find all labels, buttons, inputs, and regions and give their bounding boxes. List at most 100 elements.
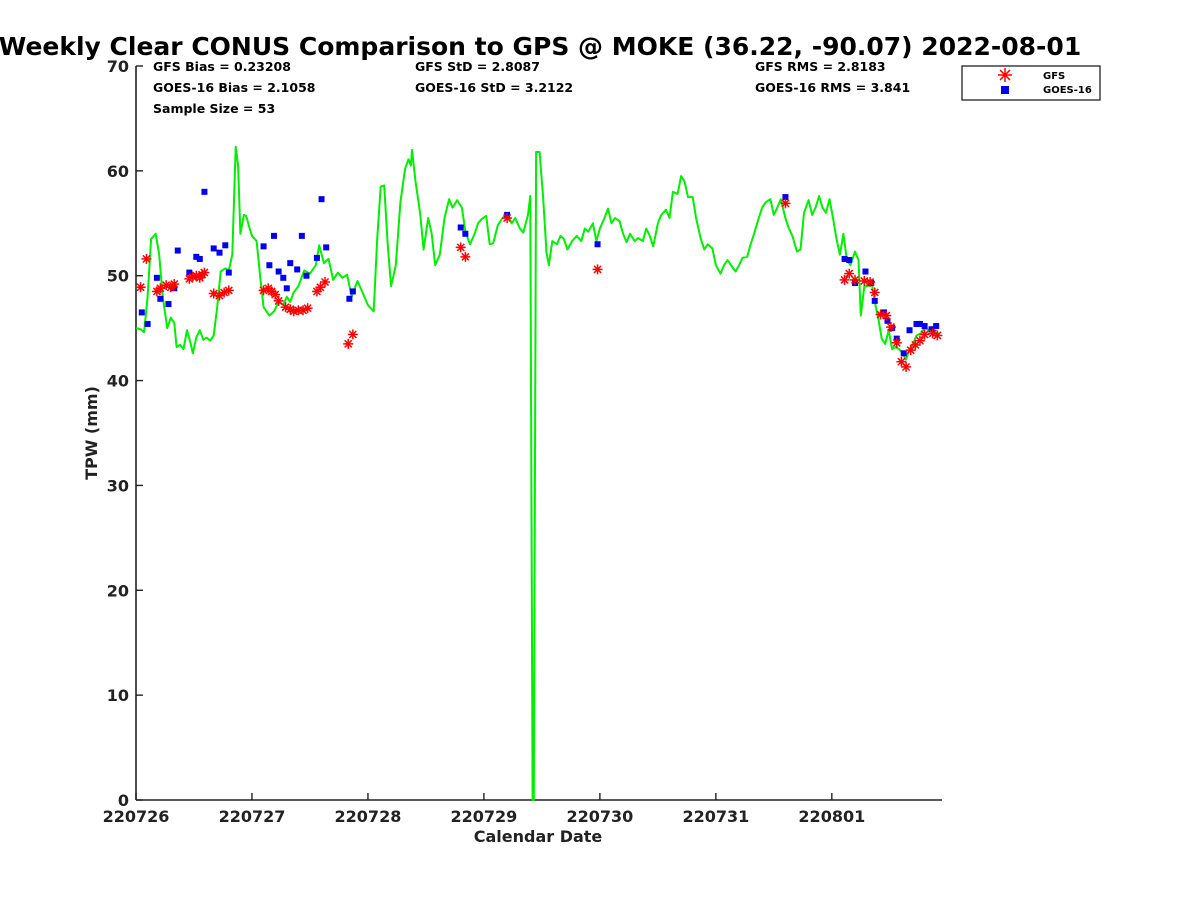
goes-point bbox=[294, 266, 301, 273]
goes-point bbox=[318, 196, 325, 203]
goes-point bbox=[186, 269, 193, 276]
gfs-point bbox=[885, 322, 896, 333]
gfs-point bbox=[780, 198, 791, 209]
goes-point bbox=[201, 188, 208, 195]
goes-point bbox=[871, 297, 878, 304]
gfs-std-label: GFS StD = 2.8087 bbox=[415, 59, 540, 74]
gps-series-line bbox=[135, 145, 939, 801]
x-tick-label: 220729 bbox=[451, 807, 518, 826]
gfs-point bbox=[199, 267, 210, 278]
goes-point bbox=[271, 232, 278, 239]
legend-box bbox=[961, 65, 1101, 101]
x-tick-label: 220801 bbox=[798, 807, 865, 826]
gfs-point bbox=[502, 213, 513, 224]
gfs-point bbox=[155, 283, 166, 294]
goes-point bbox=[298, 232, 305, 239]
legend-goes-marker bbox=[1001, 86, 1009, 94]
gfs-point bbox=[932, 330, 943, 341]
gfs-point bbox=[881, 310, 892, 321]
goes-point bbox=[222, 242, 229, 249]
goes-point bbox=[349, 288, 356, 295]
goes-point bbox=[260, 243, 267, 250]
axes bbox=[135, 66, 942, 801]
goes-point bbox=[346, 295, 353, 302]
chart-title: Weekly Clear CONUS Comparison to GPS @ M… bbox=[0, 32, 1081, 61]
goes-point bbox=[862, 268, 869, 275]
goes-point bbox=[916, 320, 923, 327]
goes-point bbox=[457, 224, 464, 231]
gfs-point bbox=[223, 285, 234, 296]
gfs-point bbox=[460, 251, 471, 262]
goes-point bbox=[196, 255, 203, 262]
goes-point bbox=[266, 262, 273, 269]
gfs-point bbox=[135, 282, 146, 293]
x-tick-label: 220731 bbox=[682, 807, 749, 826]
y-tick-label: 10 bbox=[107, 686, 129, 705]
goes-rms-label: GOES-16 RMS = 3.841 bbox=[755, 80, 910, 95]
gfs-bias-label: GFS Bias = 0.23208 bbox=[153, 59, 291, 74]
goes-point bbox=[913, 320, 920, 327]
goes-point bbox=[275, 268, 282, 275]
gfs-point bbox=[141, 253, 152, 264]
y-tick-label: 70 bbox=[107, 57, 129, 76]
y-tick-label: 0 bbox=[118, 791, 129, 810]
goes-point bbox=[287, 260, 294, 267]
sample-size-label: Sample Size = 53 bbox=[153, 101, 275, 116]
goes-point bbox=[841, 255, 848, 262]
gfs-point bbox=[273, 295, 284, 306]
x-tick-label: 220730 bbox=[566, 807, 633, 826]
gfs-point bbox=[869, 287, 880, 298]
plot-area bbox=[135, 145, 943, 801]
goes-point bbox=[225, 269, 232, 276]
x-tick-label: 220727 bbox=[219, 807, 286, 826]
gfs-point bbox=[844, 268, 855, 279]
gfs-point bbox=[865, 277, 876, 288]
x-tick-label: 220728 bbox=[335, 807, 402, 826]
gfs-point bbox=[302, 303, 313, 314]
legend-gfs-label: GFS bbox=[1043, 71, 1065, 82]
gfs-point bbox=[850, 274, 861, 285]
x-ticks: 220726 220727 220728 220729 220730 220731 2208… bbox=[103, 793, 865, 826]
y-tick-label: 20 bbox=[107, 581, 129, 600]
y-ticks: 0 10 20 30 40 50 60 70 bbox=[107, 57, 143, 810]
goes-point bbox=[193, 253, 200, 260]
goes-point bbox=[921, 323, 928, 330]
goes-point bbox=[280, 274, 287, 281]
goes-std-label: GOES-16 StD = 3.2122 bbox=[415, 80, 573, 95]
goes-point bbox=[165, 301, 172, 308]
goes-bias-label: GOES-16 Bias = 2.1058 bbox=[153, 80, 315, 95]
goes-point bbox=[594, 241, 601, 248]
goes-point bbox=[174, 247, 181, 254]
legend-gfs-asterisk bbox=[998, 68, 1012, 82]
goes-point bbox=[928, 326, 935, 333]
goes-point bbox=[900, 350, 907, 357]
goes-point bbox=[216, 249, 223, 256]
goes-point bbox=[283, 285, 290, 292]
goes-point bbox=[210, 245, 217, 252]
gfs-point bbox=[592, 264, 603, 275]
goes-point bbox=[138, 309, 145, 316]
gfs-point bbox=[919, 329, 930, 340]
legend: GFS GOES-16 bbox=[961, 65, 1101, 101]
y-tick-label: 40 bbox=[107, 372, 129, 391]
gfs-point bbox=[455, 242, 466, 253]
x-tick-label: 220726 bbox=[103, 807, 170, 826]
goes-point bbox=[157, 295, 164, 302]
gfs-point bbox=[169, 279, 180, 290]
goes-point bbox=[906, 327, 913, 334]
goes-point bbox=[313, 254, 320, 261]
gfs-point bbox=[901, 361, 912, 372]
goes-point bbox=[782, 194, 789, 201]
goes-point bbox=[144, 320, 151, 327]
goes-point bbox=[884, 317, 891, 324]
gfs-point bbox=[891, 337, 902, 348]
y-axis-label: TPW (mm) bbox=[82, 386, 101, 480]
x-axis-label: Calendar Date bbox=[474, 827, 603, 846]
legend-gfs-marker bbox=[998, 68, 1012, 82]
legend-goes-label: GOES-16 bbox=[1043, 85, 1092, 96]
goes-point bbox=[153, 274, 160, 281]
gfs-point bbox=[320, 277, 331, 288]
goes-point bbox=[462, 230, 469, 237]
